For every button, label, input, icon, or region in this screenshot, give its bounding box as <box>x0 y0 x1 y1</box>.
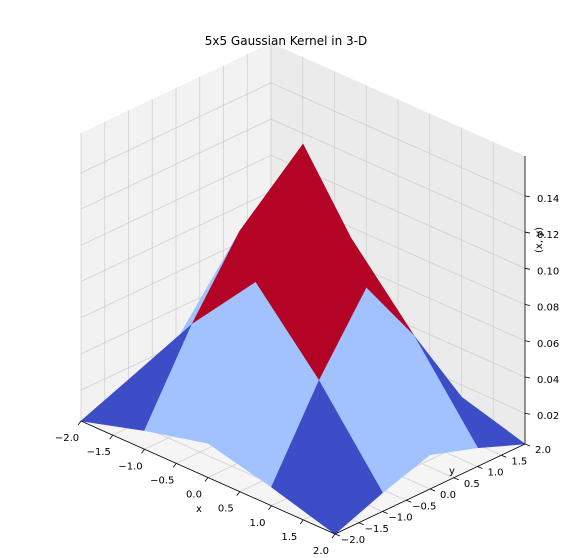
z-tick-label: 0.08 <box>537 303 559 314</box>
y-axis-label: y <box>449 466 455 477</box>
x-tick-label: 0.0 <box>186 490 202 501</box>
tick-labels: −2.0−1.5−1.0−0.50.00.51.01.52.0−2.0−1.5−… <box>55 194 559 557</box>
x-tick-label: −2.0 <box>55 433 79 444</box>
surface-face-3-0 <box>271 380 383 535</box>
x-tick-label: 1.5 <box>281 532 297 543</box>
grid-line-z-left <box>80 118 272 210</box>
z-tick-label: 0.10 <box>537 266 559 277</box>
y-tick-label: 0.0 <box>440 490 456 501</box>
x-tick-label: −1.5 <box>87 447 111 458</box>
z-tick-label: 0.04 <box>537 375 559 386</box>
x-tick-mark <box>204 477 209 482</box>
x-tick-mark <box>268 505 272 510</box>
chart-title: 5x5 Gaussian Kernel in 3-D <box>205 34 368 48</box>
y-tick-label: −1.5 <box>365 524 389 535</box>
x-tick-mark <box>172 463 177 468</box>
x-tick-mark <box>331 533 336 539</box>
z-tick-label: 0.02 <box>537 411 559 422</box>
y-tick-label: 0.5 <box>464 479 480 490</box>
grid-line-z-left <box>80 154 272 246</box>
grid-line-z-back <box>270 82 526 197</box>
z-tick-mark <box>524 267 531 270</box>
x-tick-label: 2.0 <box>313 546 329 557</box>
grid-line-z-back <box>270 118 526 233</box>
y-tick-mark <box>524 443 531 447</box>
x-tick-label: 1.0 <box>250 518 266 529</box>
z-tick-label: 0.06 <box>537 339 559 350</box>
y-tick-label: 2.0 <box>535 445 551 456</box>
z-tick-mark <box>524 340 531 343</box>
x-tick-mark <box>141 449 145 454</box>
z-tick-label: 0.12 <box>537 230 559 241</box>
y-tick-label: 1.0 <box>488 468 504 479</box>
y-tick-label: −1.0 <box>388 513 412 524</box>
y-tick-mark <box>501 454 507 458</box>
z-tick-mark <box>524 376 531 379</box>
y-tick-label: −0.5 <box>412 501 436 512</box>
y-tick-mark <box>406 499 412 503</box>
x-tick-mark <box>236 491 241 496</box>
z-tick-mark <box>524 231 531 234</box>
grid-line-z-left <box>80 191 272 282</box>
axis-lines <box>77 156 531 539</box>
z-tick-mark <box>524 304 531 306</box>
x-tick-label: −0.5 <box>150 475 174 486</box>
x-axis-label: x <box>196 504 202 515</box>
y-tick-label: −2.0 <box>341 535 365 546</box>
x-tick-mark <box>109 434 114 440</box>
x-tick-label: 0.5 <box>218 504 234 515</box>
z-tick-mark <box>524 412 531 415</box>
z-tick-mark <box>524 195 531 198</box>
y-tick-mark <box>334 533 341 537</box>
z-tick-label: 0.14 <box>537 194 559 205</box>
surface-faces <box>80 143 526 535</box>
y-tick-mark <box>453 477 459 481</box>
grid-line-z-left <box>80 82 272 174</box>
y-tick-label: 1.5 <box>511 456 527 467</box>
y-tick-mark <box>382 511 388 514</box>
y-tick-mark <box>358 522 364 526</box>
x-tick-mark <box>299 519 304 525</box>
x-tick-mark <box>77 420 82 426</box>
y-tick-mark <box>429 488 436 492</box>
z-axis-label: (x, y) <box>534 227 545 253</box>
x-tick-label: −1.0 <box>118 461 142 472</box>
y-tick-mark <box>477 466 483 469</box>
